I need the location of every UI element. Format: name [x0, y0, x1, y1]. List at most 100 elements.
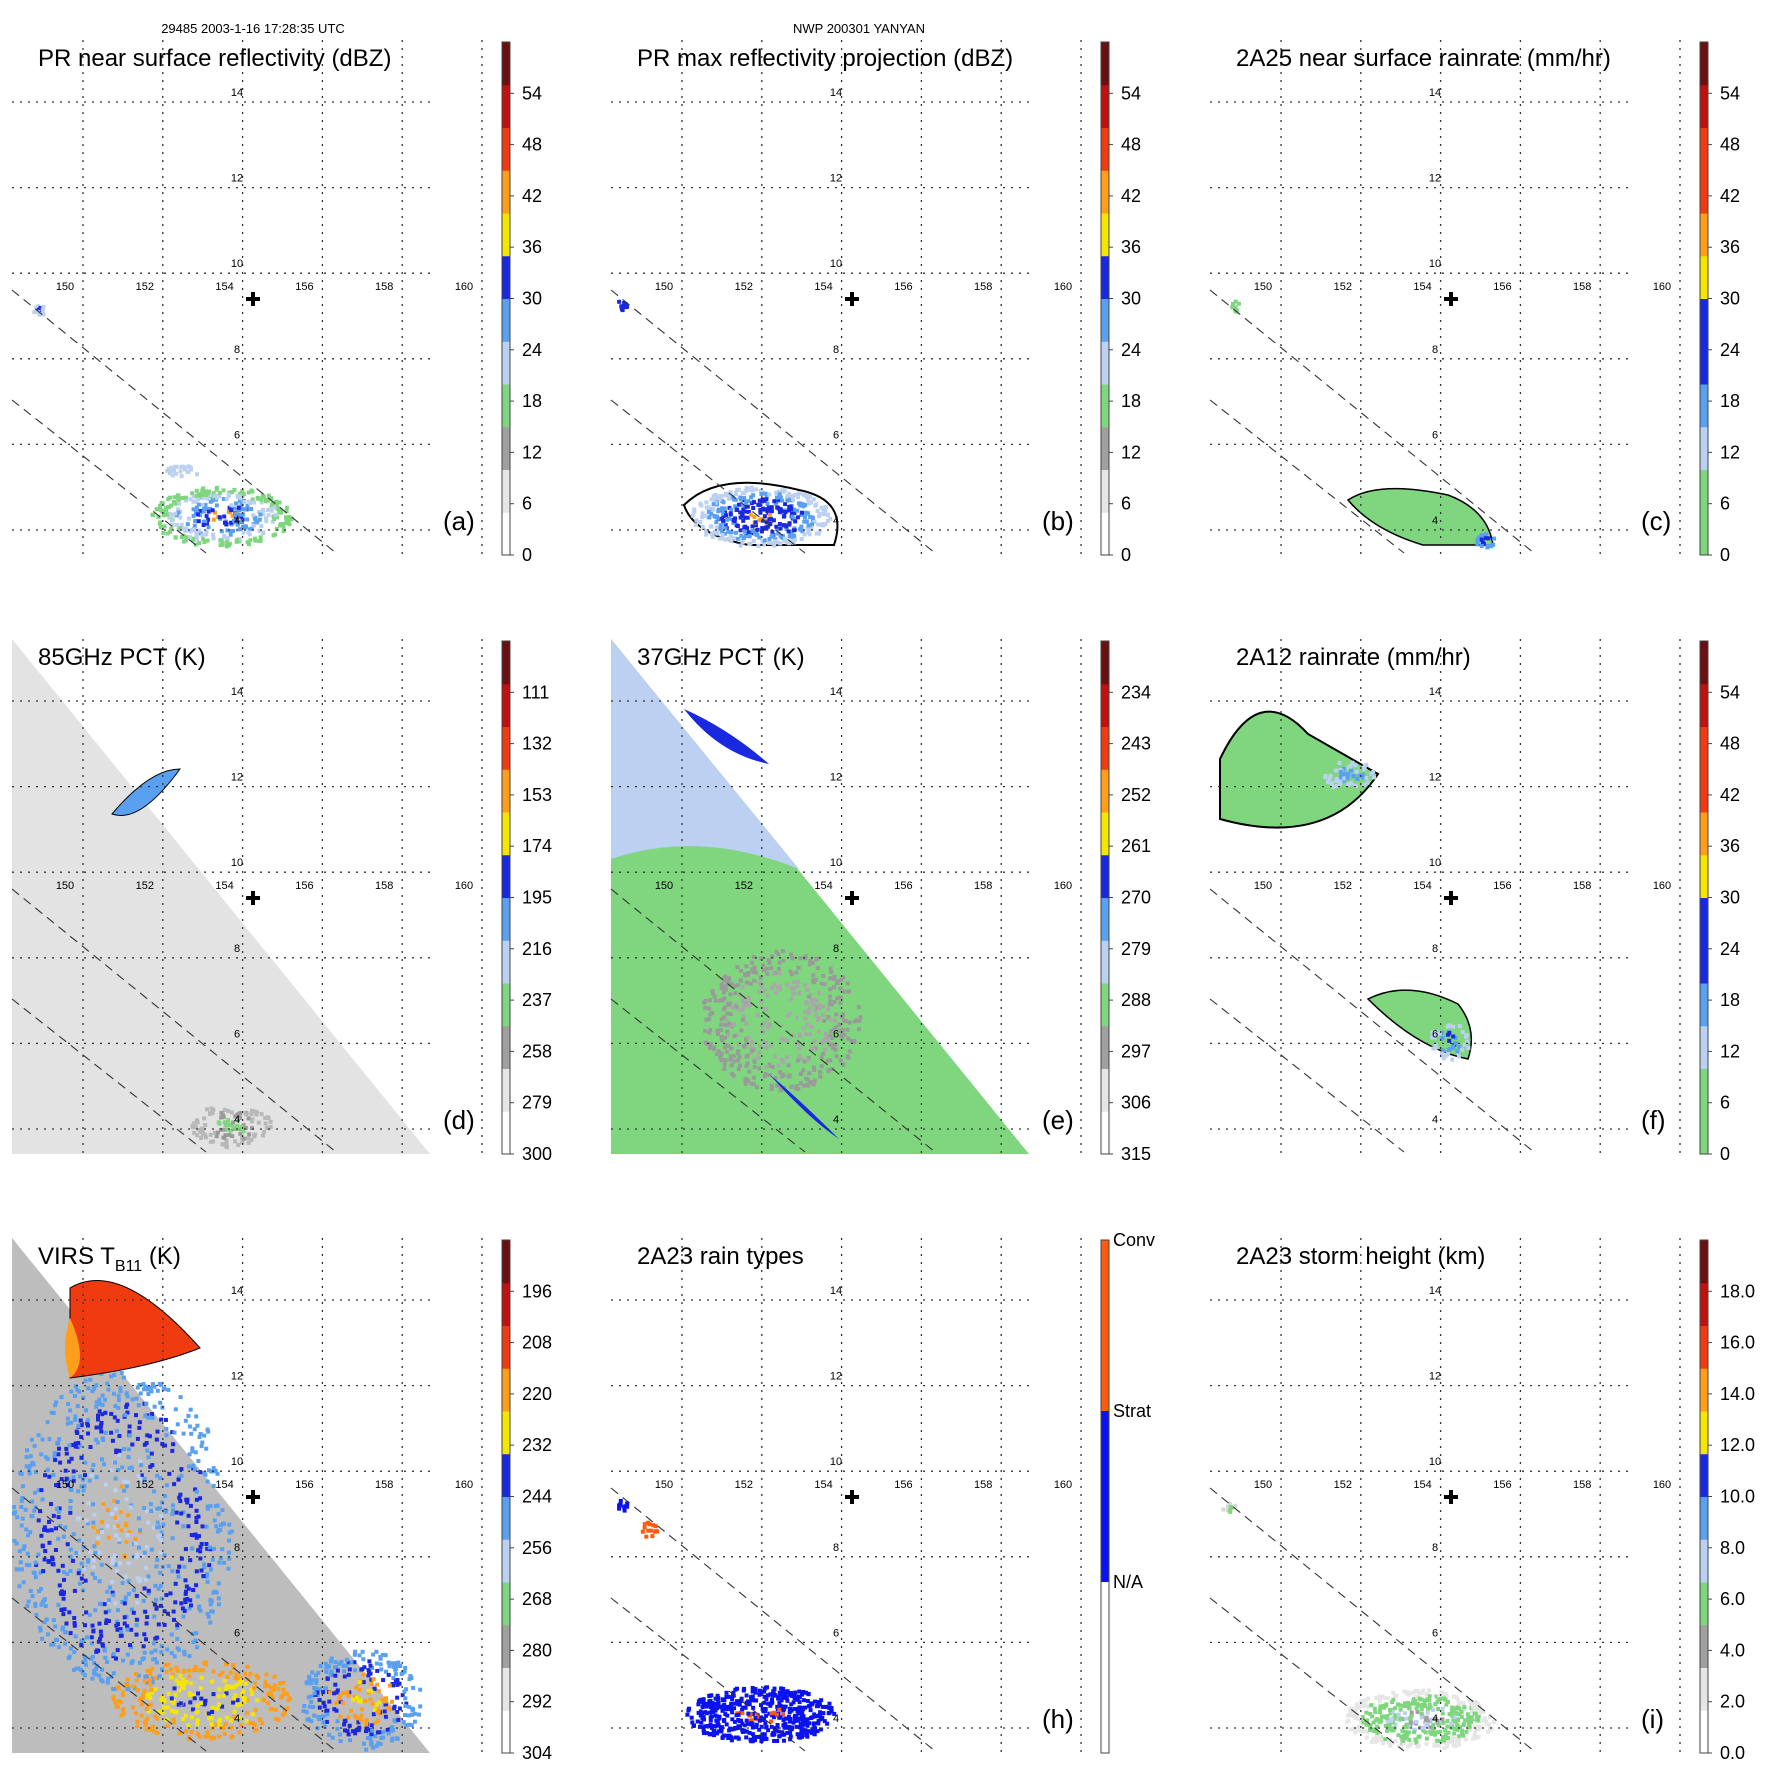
reflectivity-cell — [729, 530, 734, 535]
tb-cell — [146, 1520, 151, 1525]
colorbar-segment — [502, 1068, 510, 1112]
storm-center-marker — [246, 891, 260, 905]
tb-cell — [744, 1037, 748, 1042]
tb-cell — [734, 1033, 739, 1037]
tb-cell — [149, 1650, 154, 1655]
storm-height-cell — [1363, 1703, 1368, 1708]
lat-tick-label: 14 — [1429, 686, 1441, 698]
tb-cell — [734, 1004, 739, 1009]
rain-type-cell — [719, 1705, 724, 1710]
tb-cell — [158, 1603, 163, 1608]
rain-type-cell — [707, 1699, 712, 1704]
storm-height-cell — [1469, 1715, 1474, 1720]
tb-cell — [91, 1525, 96, 1530]
reflectivity-cell — [235, 522, 240, 527]
reflectivity-cell — [214, 487, 219, 492]
storm-height-cell — [1385, 1714, 1390, 1719]
reflectivity-cell — [728, 490, 733, 495]
rain-type-cell — [762, 1689, 766, 1694]
tb-cell — [757, 1066, 762, 1071]
rain-type-cell — [764, 1725, 769, 1730]
storm-height-cell — [1411, 1697, 1416, 1702]
reflectivity-cell — [760, 539, 765, 544]
tb-cell — [217, 1734, 222, 1739]
panel-title: PR near surface reflectivity (dBZ) — [38, 45, 391, 72]
tb-cell — [739, 978, 744, 983]
rainrate-cell — [1485, 545, 1490, 550]
tb-cell — [333, 1682, 338, 1687]
lat-tick-label: 8 — [1432, 344, 1438, 356]
reflectivity-cell — [192, 536, 196, 541]
colorbar-tick-label: 252 — [1121, 785, 1151, 805]
tb-cold-edge — [65, 1318, 80, 1378]
tb-cell — [207, 1563, 212, 1568]
tb-cell — [217, 1687, 222, 1692]
tb-cell — [835, 996, 840, 1001]
tb-cell — [263, 1680, 268, 1685]
tb-cell — [746, 999, 751, 1003]
reflectivity-cell — [731, 536, 736, 541]
rain-type-cell — [789, 1708, 794, 1713]
tb-cell — [198, 1470, 203, 1475]
tb-cell — [38, 1628, 43, 1633]
reflectivity-cell — [157, 521, 162, 526]
tb-cell — [79, 1576, 84, 1581]
reflectivity-cell — [227, 541, 232, 546]
tb-cell — [206, 1429, 211, 1434]
colorbar-segment — [502, 726, 510, 770]
reflectivity-cell — [201, 537, 206, 542]
reflectivity-cell — [173, 501, 178, 506]
storm-center-marker — [1444, 292, 1458, 306]
tb-cell — [62, 1577, 66, 1582]
tb-cell — [111, 1687, 116, 1691]
tb-cell — [163, 1509, 168, 1514]
rain-type-cell — [744, 1693, 749, 1698]
storm-height-cell — [1406, 1744, 1410, 1749]
tb-cell — [175, 1637, 180, 1641]
tb-cell — [255, 1675, 260, 1680]
tb-cell — [821, 1013, 825, 1017]
reflectivity-cell — [745, 515, 750, 520]
reflectivity-cell — [202, 540, 207, 544]
reflectivity-cell — [197, 528, 202, 533]
rain-type-cell — [812, 1712, 817, 1717]
storm-height-cell — [1396, 1714, 1401, 1719]
storm-height-cell — [1408, 1716, 1413, 1721]
colorbar-tick-label: 297 — [1121, 1041, 1151, 1061]
tb-cell — [98, 1637, 102, 1641]
tb-cell — [314, 1678, 319, 1683]
tb-cell — [216, 1512, 221, 1517]
reflectivity-cell — [191, 494, 196, 499]
tb-cell — [246, 1116, 251, 1121]
tb-cell — [21, 1547, 26, 1552]
colorbar-i: 0.02.04.06.08.010.012.014.016.018.0 — [1699, 1239, 1755, 1763]
tb-cell — [34, 1613, 39, 1617]
tb-cell — [245, 1710, 249, 1715]
reflectivity-cell — [709, 532, 714, 537]
tb-cell — [755, 1013, 760, 1018]
reflectivity-cell — [185, 522, 190, 527]
tb-cell — [81, 1395, 86, 1400]
rain-type-cell — [739, 1696, 744, 1701]
tb-cell — [136, 1403, 141, 1408]
tb-cell — [739, 968, 743, 973]
tb-cell — [285, 1706, 290, 1711]
tb-cell — [159, 1644, 164, 1648]
tb-cell — [119, 1713, 124, 1718]
tb-cell — [134, 1672, 138, 1676]
tb-cell — [42, 1557, 47, 1562]
tb-cell — [40, 1437, 45, 1442]
rain-type-cell — [753, 1690, 758, 1695]
reflectivity-cell — [715, 516, 720, 521]
storm-height-cell — [1368, 1723, 1373, 1728]
tb-cell — [137, 1545, 141, 1550]
storm-height-cell — [1228, 1505, 1233, 1509]
tb-cell — [321, 1700, 326, 1705]
reflectivity-cell — [740, 512, 745, 516]
reflectivity-cell — [776, 506, 781, 511]
tb-cell — [198, 1686, 203, 1691]
rainrate-cell — [1360, 773, 1365, 777]
tb-cell — [114, 1656, 118, 1661]
tb-cell — [226, 1122, 231, 1127]
tb-cell — [198, 1668, 203, 1673]
